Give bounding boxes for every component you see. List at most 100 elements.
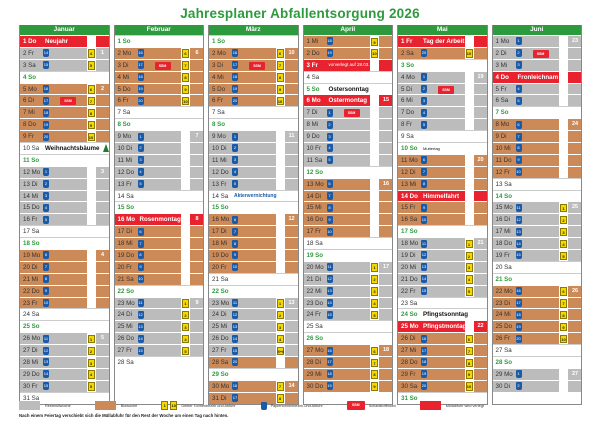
week-number (285, 178, 298, 190)
day-label: 17 So (401, 228, 418, 236)
yellow-column (86, 36, 96, 47)
week-number (380, 131, 392, 143)
day-label: 4 So (23, 73, 37, 81)
day-label: 10 Di (117, 144, 132, 152)
blue-bin-icon: 4 (515, 85, 522, 93)
week-number (380, 154, 392, 166)
holiday-name: Tag der Arbeit (423, 37, 465, 45)
blue-bin-icon: 11 (326, 263, 333, 272)
blue-bin-icon: 8 (326, 203, 333, 212)
day-row: 26 So (303, 332, 392, 345)
day-row: 29 So (209, 367, 298, 380)
week-number (191, 178, 203, 190)
yellow-bin-icon: 5+6 (276, 346, 285, 356)
blue-bin-icon: 10 (326, 227, 333, 236)
blue-bin-icon: 4 (137, 168, 144, 177)
truck-icon: SSM (532, 49, 549, 58)
day-row: 5 So Ostersonntag (303, 82, 392, 95)
day-label: 16 Mo (212, 216, 230, 224)
blue-bin-icon: 14 (421, 275, 427, 284)
week-number (96, 190, 109, 202)
week-number (285, 154, 298, 166)
yellow-bin-icon: 6 (560, 287, 567, 296)
day-row: 16 Di 12 2 (492, 213, 581, 226)
week-number (380, 273, 392, 285)
week-number (474, 178, 487, 190)
day-row: 27 Fr 15 5+6 (209, 344, 298, 357)
week-number (191, 226, 203, 238)
week-number: 25 (569, 202, 581, 214)
blue-bin-icon: 3 (515, 61, 522, 70)
footnote: Nach einem Feiertag verschiebt sich die … (19, 413, 229, 418)
day-row: 21 Do 14 4 (398, 272, 487, 285)
day-row: 17 Di 6 (114, 225, 203, 238)
day-row: 10 Sa Weihnachtsbäume (20, 142, 109, 154)
day-row: 6 Di 17 SSM 7 (20, 94, 109, 107)
blue-bin-icon: 3 (232, 156, 238, 165)
day-label: 3 Mi (495, 61, 508, 69)
day-label: 3 So (401, 61, 415, 69)
day-label: 23 Mo (117, 299, 135, 307)
day-label: 26 Fr (495, 335, 510, 343)
week-number: 10 (285, 47, 298, 59)
week-number (191, 333, 203, 345)
yellow-column (275, 131, 285, 143)
day-row: 22 Do 9 (20, 284, 109, 297)
day-label: 19 So (306, 251, 324, 259)
month-header: Februar (114, 25, 203, 35)
day-row: 27 Mi 17 7 (398, 344, 487, 357)
day-row: 7 So (492, 106, 581, 119)
blue-bin-icon: 6 (232, 215, 238, 224)
blue-bin-icon: 1 (43, 168, 49, 177)
blue-bin-icon: 17 (421, 346, 427, 355)
day-row: 18 Sa (303, 237, 392, 250)
blue-bin-icon: 20 (421, 382, 427, 391)
blue-bin-icon: 14 (137, 334, 144, 343)
blue-bin-icon: 16 (232, 49, 238, 58)
week-number: 7 (191, 131, 203, 143)
week-number (569, 131, 581, 143)
day-row: 5 Fr 4 (492, 82, 581, 95)
day-label: 12 So (306, 168, 324, 176)
yellow-column (181, 273, 190, 285)
day-label: 8 So (117, 121, 131, 129)
day-row: 3 So (398, 58, 487, 71)
day-label: 18 Mo (401, 240, 419, 248)
yellow-bin-icon: 8 (560, 310, 567, 320)
day-label: 25 Mi (212, 323, 228, 331)
blue-bin-icon: 14 (515, 239, 522, 248)
day-label: 22 Do (23, 287, 40, 295)
yellow-bin-icon: 7 (371, 358, 378, 368)
day-label: 7 Di (306, 109, 318, 117)
day-label: 13 Fr (117, 180, 132, 188)
special-event: Ostersonntag (328, 85, 369, 93)
day-label: 27 Mo (306, 347, 324, 355)
week-number (285, 250, 298, 261)
day-label: 13 Di (23, 180, 38, 188)
day-row: 5 Mo 16 2 6 (20, 82, 109, 95)
yellow-column (559, 59, 568, 71)
yellow-column (275, 357, 285, 368)
day-label: 8 Mi (306, 121, 319, 129)
week-number (474, 119, 487, 131)
yellow-column (370, 107, 379, 119)
week-number (474, 261, 487, 273)
day-row: 15 So (114, 201, 203, 214)
week-number (191, 250, 203, 261)
day-label: 22 Mo (495, 287, 513, 295)
yellow-column (370, 214, 379, 226)
day-row: 4 Mi 18 8 (209, 70, 298, 83)
yellow-bin-icon: 6 (87, 85, 95, 94)
day-label: 11 Mi (117, 156, 133, 164)
day-label: 29 So (212, 370, 229, 378)
week-number: 2 (96, 83, 109, 95)
week-number (380, 368, 392, 380)
day-label: 23 Fr (23, 299, 38, 307)
week-number (96, 357, 109, 368)
day-label: 17 Sa (23, 228, 40, 236)
day-label: 31 Sa (23, 394, 40, 402)
day-label: 27 Fr (117, 347, 132, 355)
day-row: 18 Mi 7 (114, 237, 203, 250)
day-label: 23 Di (495, 299, 510, 307)
day-row: 17 Sa (20, 225, 109, 238)
